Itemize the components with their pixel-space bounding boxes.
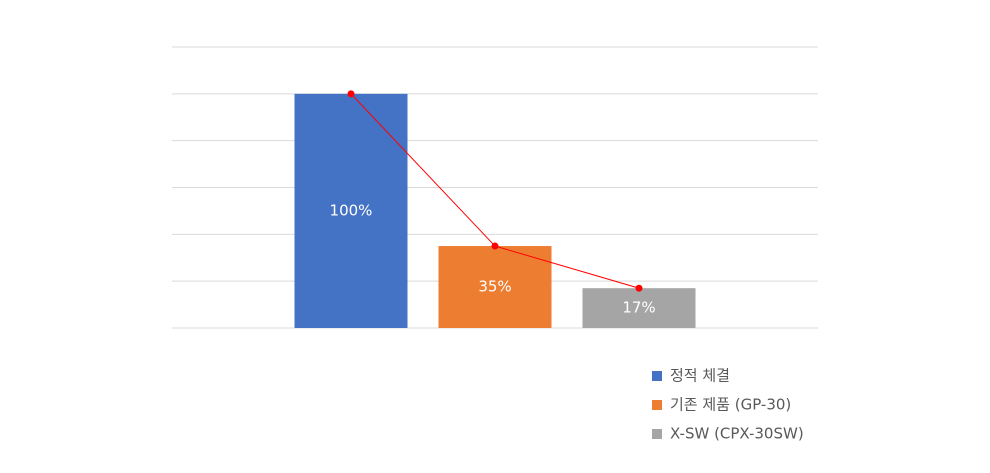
trend-point [347,90,355,98]
legend-label: 기존 제품 (GP-30) [670,396,791,414]
value-label: 35% [478,278,511,296]
legend-swatch [652,400,662,410]
legend-label: 정적 체결 [670,367,730,385]
bar [438,246,552,328]
bar [294,93,408,328]
trend-point [491,242,499,250]
legend-swatch [652,429,662,439]
trend-segment [350,93,496,247]
value-label: 100% [330,201,373,219]
bar [582,288,696,328]
trend-point [635,284,643,292]
legend-label: X-SW (CPX-30SW) [670,425,804,443]
legend-swatch [652,371,662,381]
value-label: 17% [622,299,655,317]
trend-segment [494,245,640,289]
